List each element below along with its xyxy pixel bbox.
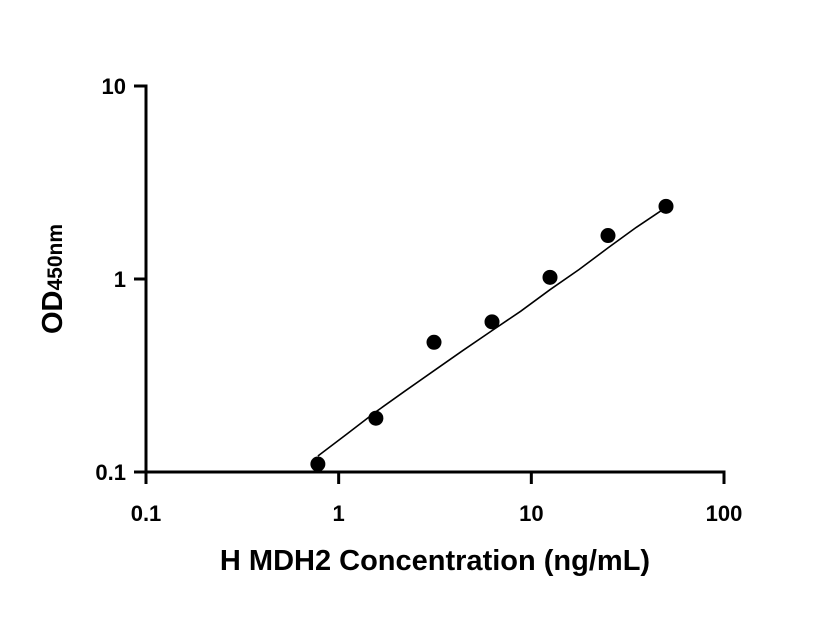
y-axis-title-subscript: 450nm	[44, 224, 67, 291]
y-tick-label: 0.1	[95, 460, 126, 485]
data-point	[484, 314, 500, 330]
data-point	[658, 198, 674, 214]
data-point	[310, 456, 326, 472]
y-axis-title: OD450nm	[37, 224, 69, 334]
axes	[144, 84, 726, 474]
x-axis-title: H MDH2 Concentration (ng/mL)	[220, 545, 650, 577]
x-ticks: 0.1 1 10 100	[131, 472, 743, 526]
data-points	[310, 198, 674, 472]
x-tick-label: 0.1	[131, 501, 162, 526]
y-tick-label: 10	[102, 74, 126, 99]
data-point	[542, 269, 558, 285]
x-tick-label: 100	[706, 501, 743, 526]
y-axis-title-main: OD	[37, 291, 69, 335]
data-point	[426, 334, 442, 350]
x-tick-label: 1	[333, 501, 345, 526]
y-ticks: 0.1 1 10	[95, 74, 146, 485]
data-point	[368, 410, 384, 426]
data-point	[600, 228, 616, 244]
x-tick-label: 10	[519, 501, 543, 526]
y-tick-label: 1	[114, 267, 126, 292]
